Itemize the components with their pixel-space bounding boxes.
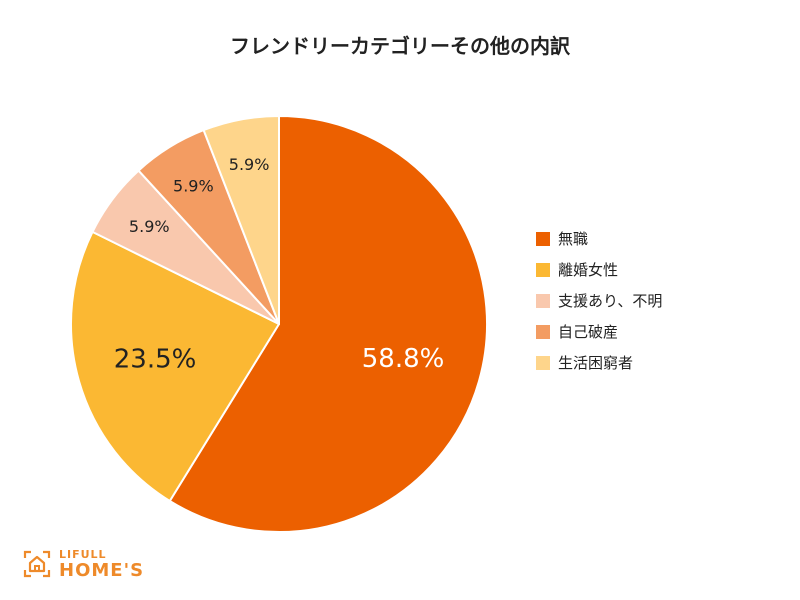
data-label-1: 58.8% bbox=[362, 344, 445, 374]
legend-label: 支援あり、不明 bbox=[558, 292, 663, 310]
data-label-2: 23.5% bbox=[114, 345, 197, 375]
legend-item: 自己破産 bbox=[536, 321, 786, 352]
chart-title: フレンドリーカテゴリーその他の内訳 bbox=[230, 34, 570, 58]
legend-swatch bbox=[536, 325, 550, 339]
legend-label: 自己破産 bbox=[558, 323, 619, 341]
legend-swatch bbox=[536, 294, 550, 308]
legend-swatch bbox=[536, 263, 550, 277]
brand-logo: LIFULL HOME'S bbox=[22, 547, 162, 583]
pie-slice-1 bbox=[168, 115, 488, 533]
legend-swatch bbox=[536, 232, 550, 246]
pie-slices bbox=[70, 115, 488, 533]
data-label-3: 5.9% bbox=[129, 217, 170, 236]
data-label-5: 5.9% bbox=[229, 155, 270, 174]
legend-item: 離婚女性 bbox=[536, 259, 786, 290]
legend-label: 離婚女性 bbox=[558, 261, 619, 279]
data-label-4: 5.9% bbox=[173, 177, 214, 196]
logo-text-lifull: LIFULL bbox=[59, 548, 107, 561]
legend-item: 無職 bbox=[536, 228, 786, 259]
legend-label: 無職 bbox=[558, 230, 589, 248]
chart-legend: 無職離婚女性支援あり、不明 自己破産生活困窮者 bbox=[536, 228, 786, 383]
legend-item: 支援あり、不明 bbox=[536, 290, 786, 321]
legend-item: 生活困窮者 bbox=[536, 352, 786, 383]
house-logo-icon bbox=[23, 550, 51, 578]
legend-swatch bbox=[536, 356, 550, 370]
pie-slice-5 bbox=[202, 115, 280, 325]
pie-data-labels: 58.8% 23.5% 5.9% 5.9% 5.9% bbox=[114, 155, 445, 375]
logo-text-homes: HOME'S bbox=[59, 560, 145, 581]
legend-label: 生活困窮者 bbox=[558, 354, 634, 372]
